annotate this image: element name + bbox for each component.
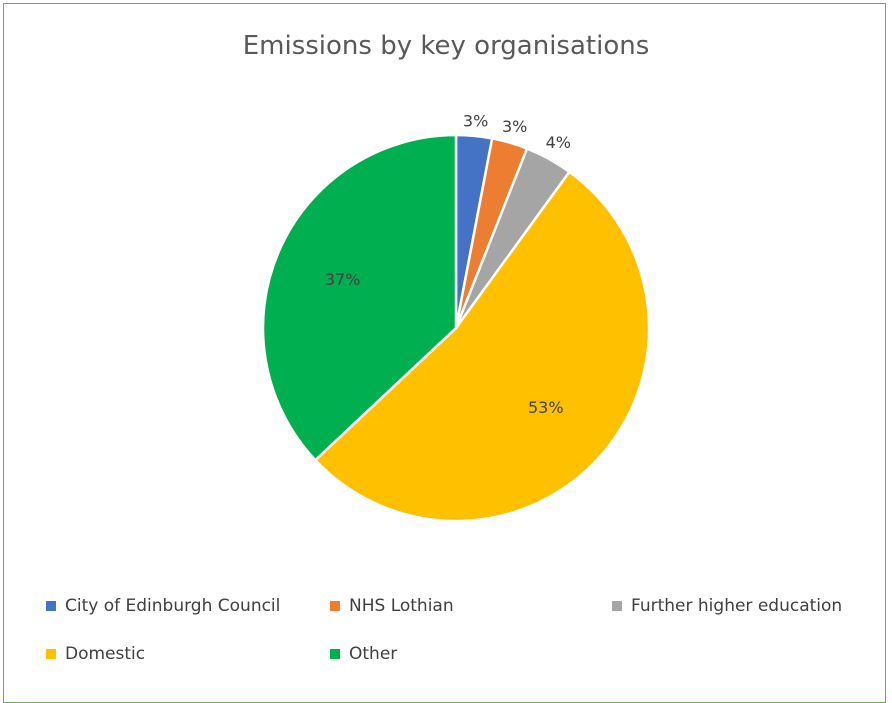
pie-slice-domestic <box>313 170 651 523</box>
legend-label: Other <box>349 644 398 664</box>
legend-label: Further higher education <box>631 596 843 616</box>
legend-item-domestic: Domestic <box>46 644 145 664</box>
data-label: 37% <box>325 270 361 289</box>
data-label: 3% <box>463 111 488 130</box>
pie-slice-other <box>261 133 458 462</box>
data-label: 53% <box>528 398 564 417</box>
legend-label: City of Edinburgh Council <box>65 596 281 616</box>
legend-label: Domestic <box>65 644 146 664</box>
legend-swatch <box>330 649 340 659</box>
legend-swatch <box>46 601 56 611</box>
chart-title: Emissions by key organisations <box>242 31 650 61</box>
data-label: 3% <box>502 117 527 136</box>
legend-item-nhs-lothian: NHS Lothian <box>330 596 454 616</box>
legend-item-further-higher-education: Further higher education <box>612 596 842 616</box>
pie-chart: 3% 3% 4% 53% 37% <box>261 111 651 523</box>
legend-swatch <box>612 601 622 611</box>
legend-label: NHS Lothian <box>349 596 454 616</box>
legend-item-other: Other <box>330 644 397 664</box>
data-label: 4% <box>546 133 571 152</box>
legend-swatch <box>46 649 56 659</box>
legend-swatch <box>330 601 340 611</box>
legend-item-city-of-edinburgh-council: City of Edinburgh Council <box>46 596 280 616</box>
